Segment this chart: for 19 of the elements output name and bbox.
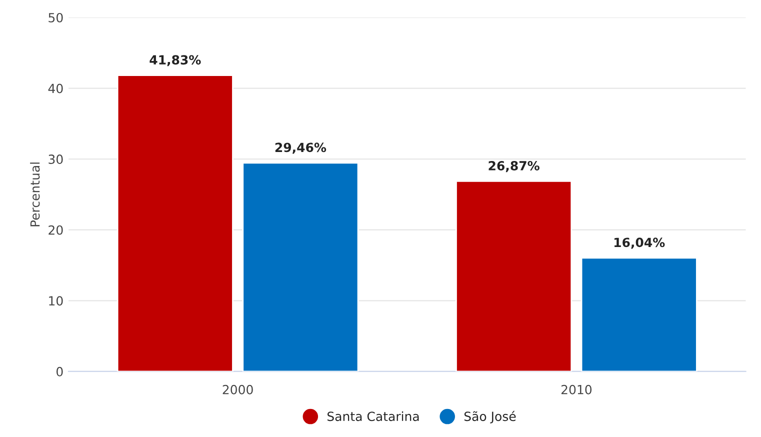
legend-label: Santa Catarina	[327, 411, 419, 422]
data-label: 41,83%	[150, 55, 201, 66]
y-tick-label: 10	[49, 296, 63, 306]
data-label: 16,04%	[614, 238, 665, 249]
bar	[116, 74, 234, 372]
y-tick-label: 30	[48, 154, 63, 164]
x-tick-label: 2000	[222, 384, 253, 394]
x-tick-label: 2010	[561, 384, 592, 394]
y-tick-label: 20	[48, 225, 63, 235]
y-tick-label: 50	[48, 12, 63, 22]
y-tick-label: 0	[56, 366, 63, 376]
bar	[580, 257, 698, 372]
y-axis-title: Percentual	[30, 162, 40, 226]
bar	[242, 162, 359, 372]
y-tick-label: 40	[48, 84, 63, 94]
bar	[456, 180, 572, 372]
legend-label: São José	[464, 410, 516, 424]
data-label: 26,87%	[488, 161, 540, 172]
data-label: 29,46%	[275, 142, 326, 154]
